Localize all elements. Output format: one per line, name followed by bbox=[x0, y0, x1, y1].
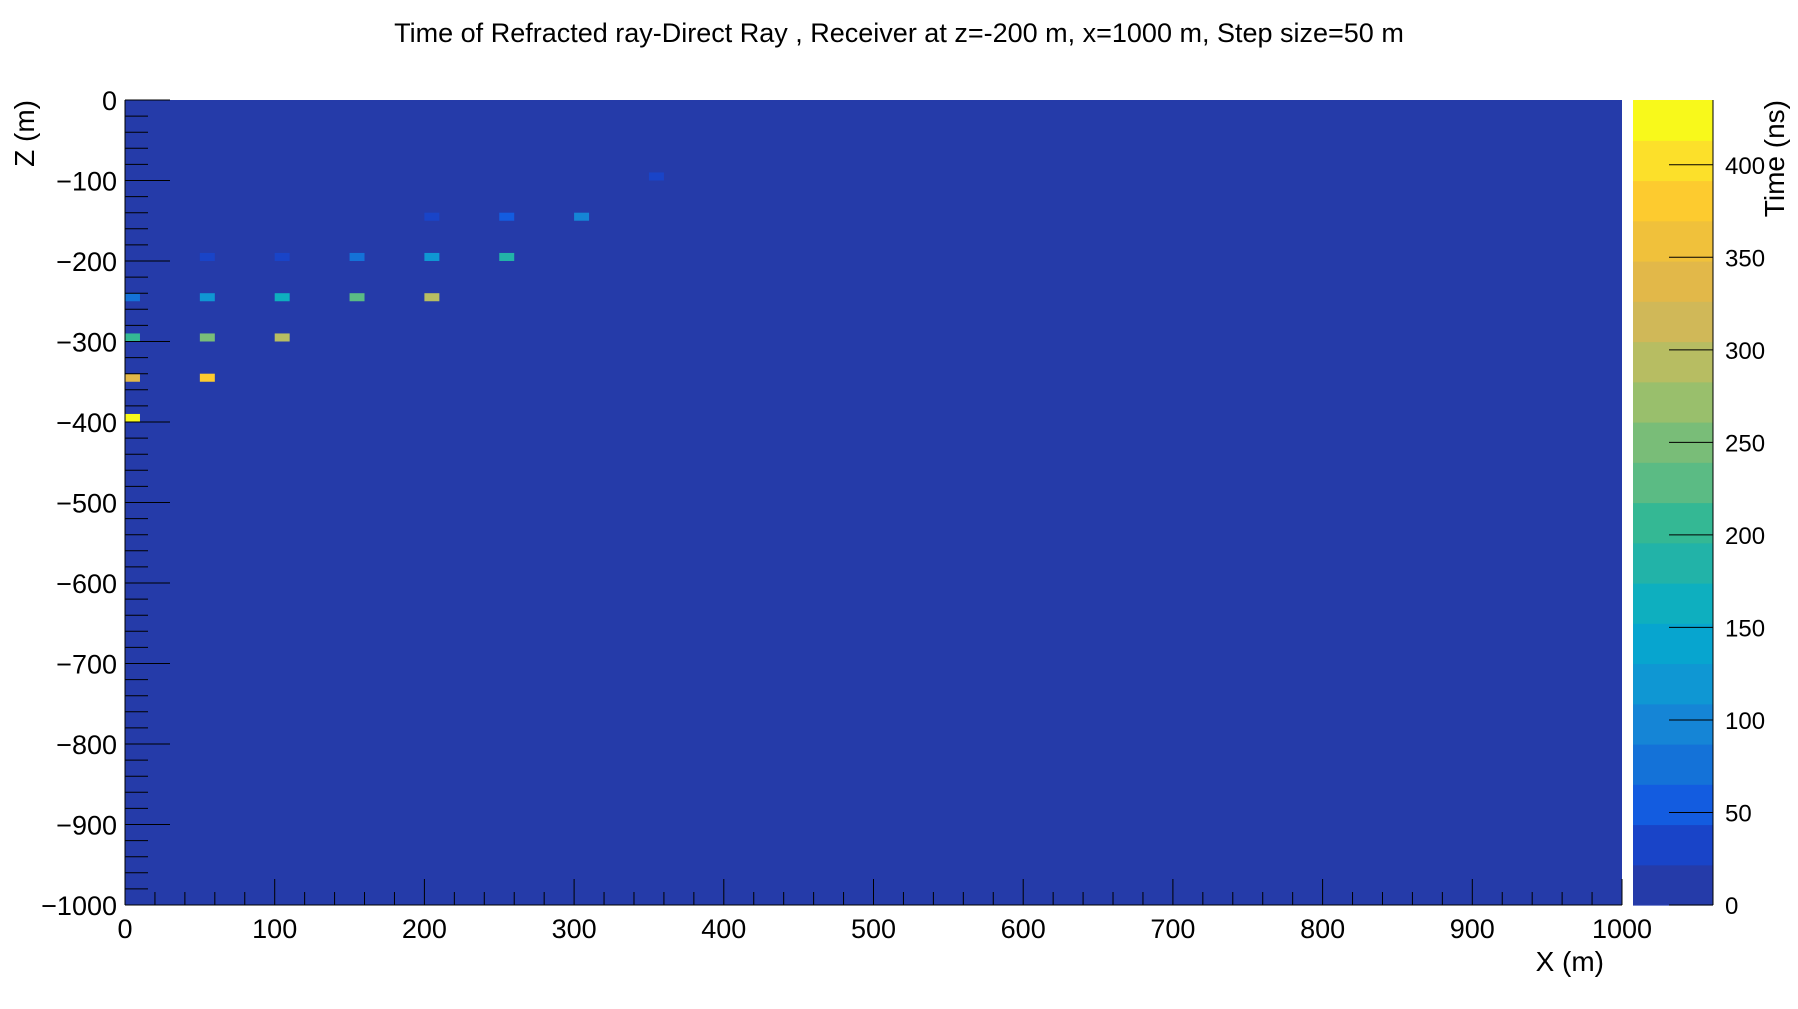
heatmap-cell bbox=[199, 333, 215, 342]
y-tick-label: −800 bbox=[56, 730, 117, 760]
colorbar-segment bbox=[1633, 824, 1713, 866]
colorbar-segment bbox=[1633, 261, 1713, 302]
x-tick-label: 600 bbox=[1001, 914, 1046, 944]
colorbar-tick-label: 400 bbox=[1725, 153, 1765, 180]
x-tick-label: 1000 bbox=[1592, 914, 1652, 944]
colorbar-tick-label: 50 bbox=[1725, 800, 1752, 827]
colorbar-tick-label: 100 bbox=[1725, 708, 1765, 735]
heatmap-cell bbox=[499, 212, 515, 221]
heatmap-cell bbox=[424, 212, 440, 221]
heatmap-cell bbox=[274, 333, 290, 342]
heatmap-cell bbox=[574, 212, 590, 221]
colorbar-segment bbox=[1633, 744, 1713, 785]
heatmap-cell bbox=[125, 293, 140, 302]
y-tick-label: −300 bbox=[56, 328, 117, 358]
x-tick-label: 0 bbox=[117, 914, 132, 944]
heatmap-cell bbox=[274, 252, 290, 261]
heatmap-cell bbox=[424, 293, 440, 302]
colorbar-segment bbox=[1633, 663, 1713, 705]
colorbar-segment bbox=[1633, 462, 1713, 504]
chart-title: Time of Refracted ray-Direct Ray , Recei… bbox=[394, 18, 1404, 48]
y-axis-label: Z (m) bbox=[9, 100, 40, 167]
colorbar-segment bbox=[1633, 140, 1713, 182]
plot-area bbox=[125, 100, 1622, 905]
x-tick-label: 500 bbox=[851, 914, 896, 944]
y-tick-label: 0 bbox=[102, 86, 117, 116]
colorbar-tick-label: 150 bbox=[1725, 615, 1765, 642]
colorbar-segment bbox=[1633, 864, 1713, 906]
colorbar-segment bbox=[1633, 100, 1713, 141]
y-tick-label: −900 bbox=[56, 811, 117, 841]
colorbar-tick-label: 250 bbox=[1725, 430, 1765, 457]
heatmap-cell bbox=[648, 172, 664, 181]
axes: 0 100 200 300 400 500 600 700 800 900 1000 0 −100 −20… bbox=[41, 86, 1652, 944]
y-tick-label: −1000 bbox=[41, 891, 117, 921]
colorbar-segment bbox=[1633, 502, 1713, 544]
colorbar-tick-label: 200 bbox=[1725, 523, 1765, 550]
heatmap-cell bbox=[349, 252, 365, 261]
colorbar-segment bbox=[1633, 301, 1713, 343]
heatmap-cell bbox=[125, 373, 140, 382]
heatmap-cell bbox=[349, 293, 365, 302]
colorbar-tick-label: 0 bbox=[1725, 893, 1738, 920]
colorbar-segment bbox=[1633, 180, 1713, 222]
y-tick-label: −100 bbox=[56, 167, 117, 197]
x-tick-label: 200 bbox=[402, 914, 447, 944]
heatmap-cell bbox=[424, 252, 440, 261]
colorbar-segment bbox=[1633, 542, 1713, 584]
heatmap-cell bbox=[274, 293, 290, 302]
colorbar: 0 50 100 150 200 250 300 350 400 bbox=[1633, 100, 1765, 920]
heatmap-cell bbox=[125, 413, 140, 422]
heatmap-cell bbox=[199, 293, 215, 302]
colorbar-segment bbox=[1633, 583, 1713, 624]
y-tick-label: −500 bbox=[56, 489, 117, 519]
colorbar-segment bbox=[1633, 381, 1713, 423]
y-tick-label: −200 bbox=[56, 247, 117, 277]
x-tick-label: 700 bbox=[1150, 914, 1195, 944]
y-tick-label: −400 bbox=[56, 408, 117, 438]
x-tick-label: 900 bbox=[1450, 914, 1495, 944]
x-axis-label: X (m) bbox=[1536, 946, 1604, 977]
heatmap-cell bbox=[199, 373, 215, 382]
x-tick-label: 400 bbox=[701, 914, 746, 944]
y-tick-label: −700 bbox=[56, 650, 117, 680]
colorbar-segment bbox=[1633, 784, 1713, 826]
x-tick-label: 800 bbox=[1300, 914, 1345, 944]
colorbar-segment bbox=[1633, 623, 1713, 665]
colorbar-tick-label: 350 bbox=[1725, 245, 1765, 272]
plot-background bbox=[125, 100, 1622, 905]
colorbar-segment bbox=[1633, 220, 1713, 262]
x-tick-label: 100 bbox=[252, 914, 297, 944]
heatmap-cell bbox=[125, 333, 140, 342]
colorbar-tick-label: 300 bbox=[1725, 338, 1765, 365]
colorbar-segment bbox=[1633, 341, 1713, 383]
heatmap-cell bbox=[199, 252, 215, 261]
colorbar-label: Time (ns) bbox=[1759, 100, 1790, 217]
y-tick-label: −600 bbox=[56, 569, 117, 599]
heatmap-cell bbox=[499, 252, 515, 261]
colorbar-segment bbox=[1633, 703, 1713, 745]
x-tick-label: 300 bbox=[552, 914, 597, 944]
